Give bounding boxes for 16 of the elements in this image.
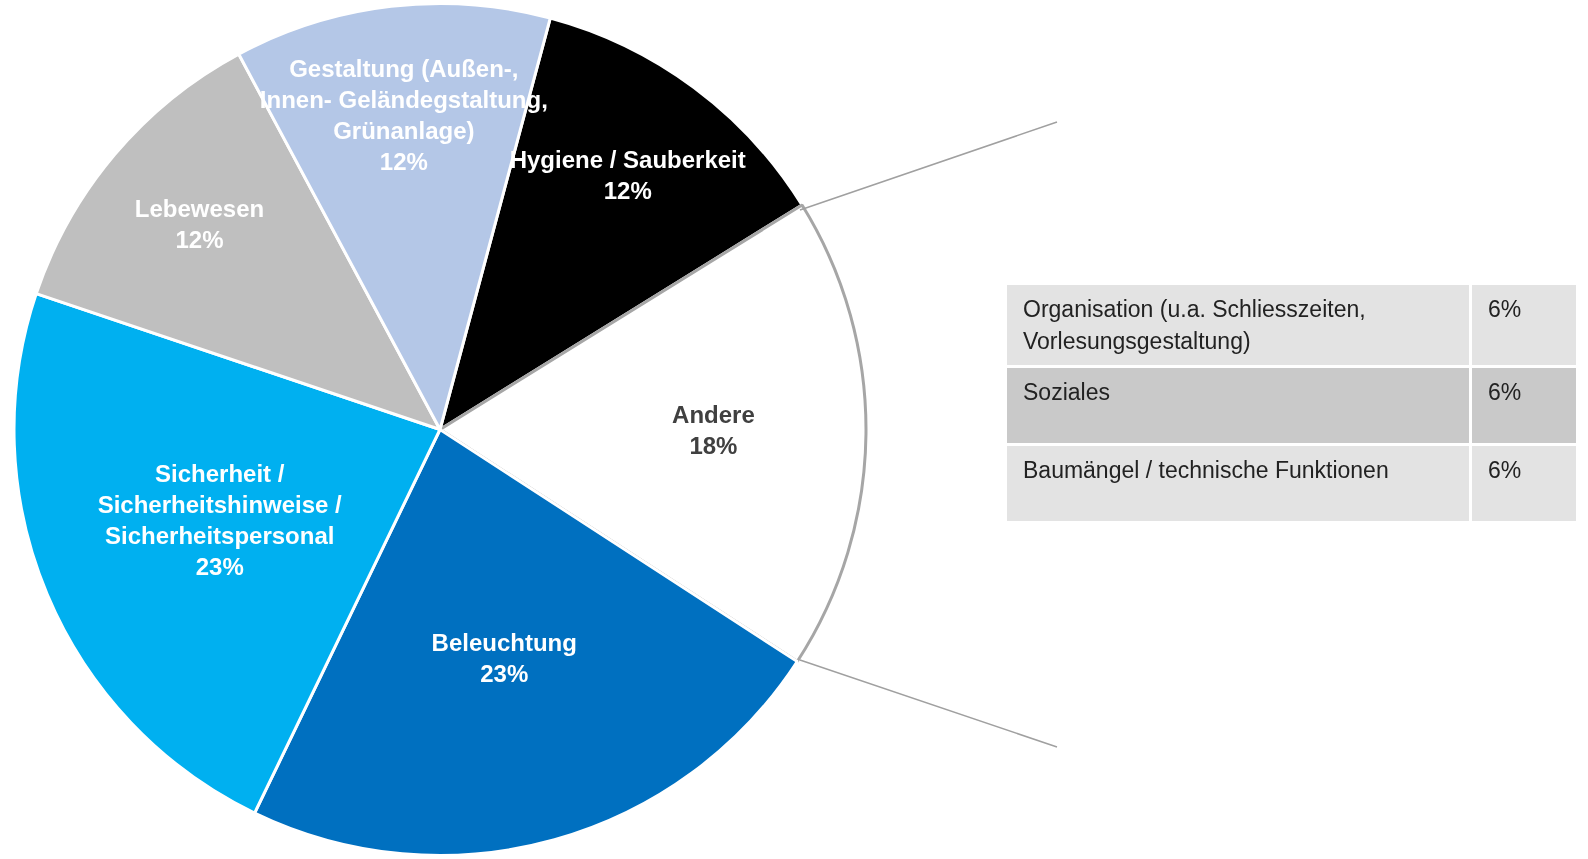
text: 6% [1488, 457, 1522, 483]
text: 6% [1488, 296, 1522, 322]
data-label: 12% [379, 147, 428, 175]
text: 6% [1488, 379, 1522, 405]
slice-label: Lebewesen [134, 195, 265, 223]
slice-label: Beleuchtung [431, 628, 577, 656]
data-label: 23% [480, 659, 529, 687]
data-label: 23% [195, 553, 244, 581]
category-label: Soziales [1007, 368, 1469, 443]
slice-label: Andere [672, 401, 755, 429]
data-label: 18% [689, 432, 738, 460]
category-label: Baumängel / technische Funktionen [1007, 446, 1469, 521]
data-label: 12% [603, 176, 652, 204]
slice-label: Sicherheit / Sicherheitshinweise / Sicherheitspersonal [97, 460, 343, 550]
data-label: 12% [175, 226, 224, 254]
category-label: Organisation (u.a. Schliesszeiten, Vorlesungsgestaltung) [1007, 285, 1469, 365]
